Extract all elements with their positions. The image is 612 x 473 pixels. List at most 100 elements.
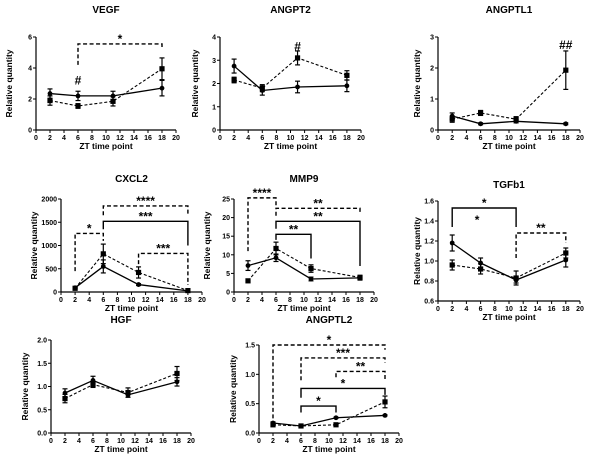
x-tick-label: 10 bbox=[505, 306, 513, 313]
x-tick-label: 12 bbox=[519, 306, 527, 313]
data-point-circle bbox=[47, 91, 53, 96]
chart-title: ANGPT2 bbox=[270, 5, 311, 16]
y-axis-label: Relative quantity bbox=[29, 211, 39, 279]
data-point-circle bbox=[308, 276, 314, 282]
y-tick-label: 0 bbox=[53, 290, 57, 297]
hash-annotation: # bbox=[294, 39, 301, 53]
x-tick-label: 14 bbox=[534, 306, 542, 313]
x-tick-label: 6 bbox=[479, 306, 483, 313]
x-tick-label: 0 bbox=[257, 438, 261, 445]
x-axis-label: ZT time point bbox=[94, 444, 148, 454]
significance-label: * bbox=[341, 376, 346, 390]
x-tick-label: 16 bbox=[367, 438, 375, 445]
data-point-square bbox=[159, 66, 165, 72]
y-tick-label: 500 bbox=[45, 266, 57, 273]
x-tick-label: 8 bbox=[493, 306, 497, 313]
significance-label: ** bbox=[289, 222, 299, 236]
data-point-circle bbox=[75, 93, 81, 99]
data-point-circle bbox=[136, 282, 141, 287]
x-tick-label: 12 bbox=[519, 135, 527, 142]
x-tick-label: 2 bbox=[232, 135, 236, 142]
y-tick-label: 2 bbox=[212, 81, 216, 88]
data-point-circle bbox=[245, 263, 251, 268]
y-tick-label: 1.6 bbox=[424, 199, 434, 206]
chart-title: ANGPTL1 bbox=[486, 5, 533, 16]
x-tick-label: 20 bbox=[187, 438, 195, 445]
y-tick-label: 1.0 bbox=[245, 372, 255, 379]
significance-label: **** bbox=[253, 186, 272, 200]
series-line-dashed bbox=[74, 253, 189, 292]
y-tick-label: 1.5 bbox=[245, 343, 255, 350]
data-point-square bbox=[100, 251, 106, 257]
series-line-dashed bbox=[247, 247, 361, 282]
x-tick-label: 6 bbox=[91, 438, 95, 445]
y-tick-label: 4 bbox=[212, 35, 216, 42]
x-tick-label: 12 bbox=[301, 135, 309, 142]
y-tick-label: 2 bbox=[430, 66, 434, 73]
y-tick-label: 25 bbox=[222, 197, 230, 204]
data-point-circle bbox=[159, 85, 165, 91]
y-tick-label: 0 bbox=[212, 128, 216, 135]
hash-annotation: ## bbox=[559, 38, 573, 52]
chart-title: TGFb1 bbox=[493, 180, 525, 191]
x-tick-label: 2 bbox=[271, 438, 275, 445]
x-tick-label: 18 bbox=[173, 438, 181, 445]
data-point-square bbox=[298, 423, 304, 429]
data-point-square bbox=[563, 250, 569, 256]
x-tick-label: 16 bbox=[548, 135, 556, 142]
significance-bracket bbox=[275, 220, 361, 266]
x-axis-label: ZT time point bbox=[302, 444, 356, 454]
x-tick-label: 0 bbox=[218, 135, 222, 142]
significance-bracket bbox=[247, 197, 277, 252]
x-tick-label: 8 bbox=[313, 438, 317, 445]
significance-label: * bbox=[327, 333, 332, 347]
significance-label: * bbox=[316, 394, 321, 408]
series-line-dashed bbox=[49, 68, 163, 107]
x-axis-label: ZT time point bbox=[105, 303, 159, 313]
x-tick-label: 18 bbox=[158, 135, 166, 142]
y-tick-label: 15 bbox=[222, 234, 230, 241]
x-tick-label: 20 bbox=[576, 306, 584, 313]
panel-angptl2: ANGPTL2 0 2 4 6 8 10 12 14 16 18 20 0.0 0.5 1.0 1.5 ZT t… bbox=[228, 315, 403, 454]
y-tick-label: 4 bbox=[28, 66, 32, 73]
x-axis-label: ZT time point bbox=[79, 141, 133, 151]
x-axis-label: ZT time point bbox=[482, 312, 536, 322]
series-line-solid bbox=[64, 379, 178, 396]
data-point-square bbox=[62, 395, 68, 402]
significance-bracket bbox=[300, 405, 337, 413]
panel-hgf: HGF 0 2 4 6 8 10 12 14 16 18 20 0.0 0.5 1.0 1.5 2.0 ZT ti… bbox=[20, 315, 195, 454]
x-tick-label: 18 bbox=[343, 135, 351, 142]
data-point-square bbox=[75, 103, 81, 109]
y-tick-label: 0.8 bbox=[424, 279, 434, 286]
data-point-circle bbox=[344, 83, 350, 89]
y-tick-label: 5 bbox=[226, 271, 230, 278]
x-tick-label: 12 bbox=[116, 135, 124, 142]
significance-bracket bbox=[300, 387, 386, 398]
panel-mmp9: MMP9 0 2 4 6 8 10 12 14 16 18 20 0 5 10 15 20 25 ZT time p… bbox=[202, 174, 378, 313]
data-point-square bbox=[90, 382, 96, 388]
x-tick-label: 14 bbox=[145, 438, 153, 445]
y-tick-label: 0 bbox=[226, 290, 230, 297]
x-tick-label: 20 bbox=[370, 297, 378, 304]
data-point-square bbox=[513, 116, 519, 122]
x-tick-label: 20 bbox=[576, 135, 584, 142]
x-tick-label: 6 bbox=[76, 135, 80, 142]
significance-label: ** bbox=[536, 221, 546, 235]
y-tick-label: 2 bbox=[28, 97, 32, 104]
x-tick-label: 6 bbox=[299, 438, 303, 445]
data-point-circle bbox=[231, 63, 237, 69]
x-tick-label: 0 bbox=[436, 135, 440, 142]
panel-cxcl2: CXCL2 0 2 4 6 8 10 12 14 16 18 20 0 500 1000 1500 2000 ZT… bbox=[29, 174, 206, 313]
series-line-solid bbox=[74, 265, 188, 292]
significance-label: * bbox=[475, 213, 480, 227]
y-axis-label: Relative quantity bbox=[4, 49, 14, 117]
x-tick-label: 14 bbox=[328, 297, 336, 304]
y-tick-label: 1 bbox=[212, 104, 216, 111]
x-tick-label: 10 bbox=[287, 135, 295, 142]
x-tick-label: 4 bbox=[464, 135, 468, 142]
significance-label: *** bbox=[156, 241, 170, 255]
x-tick-label: 0 bbox=[436, 306, 440, 313]
significance-label: ** bbox=[313, 209, 323, 223]
